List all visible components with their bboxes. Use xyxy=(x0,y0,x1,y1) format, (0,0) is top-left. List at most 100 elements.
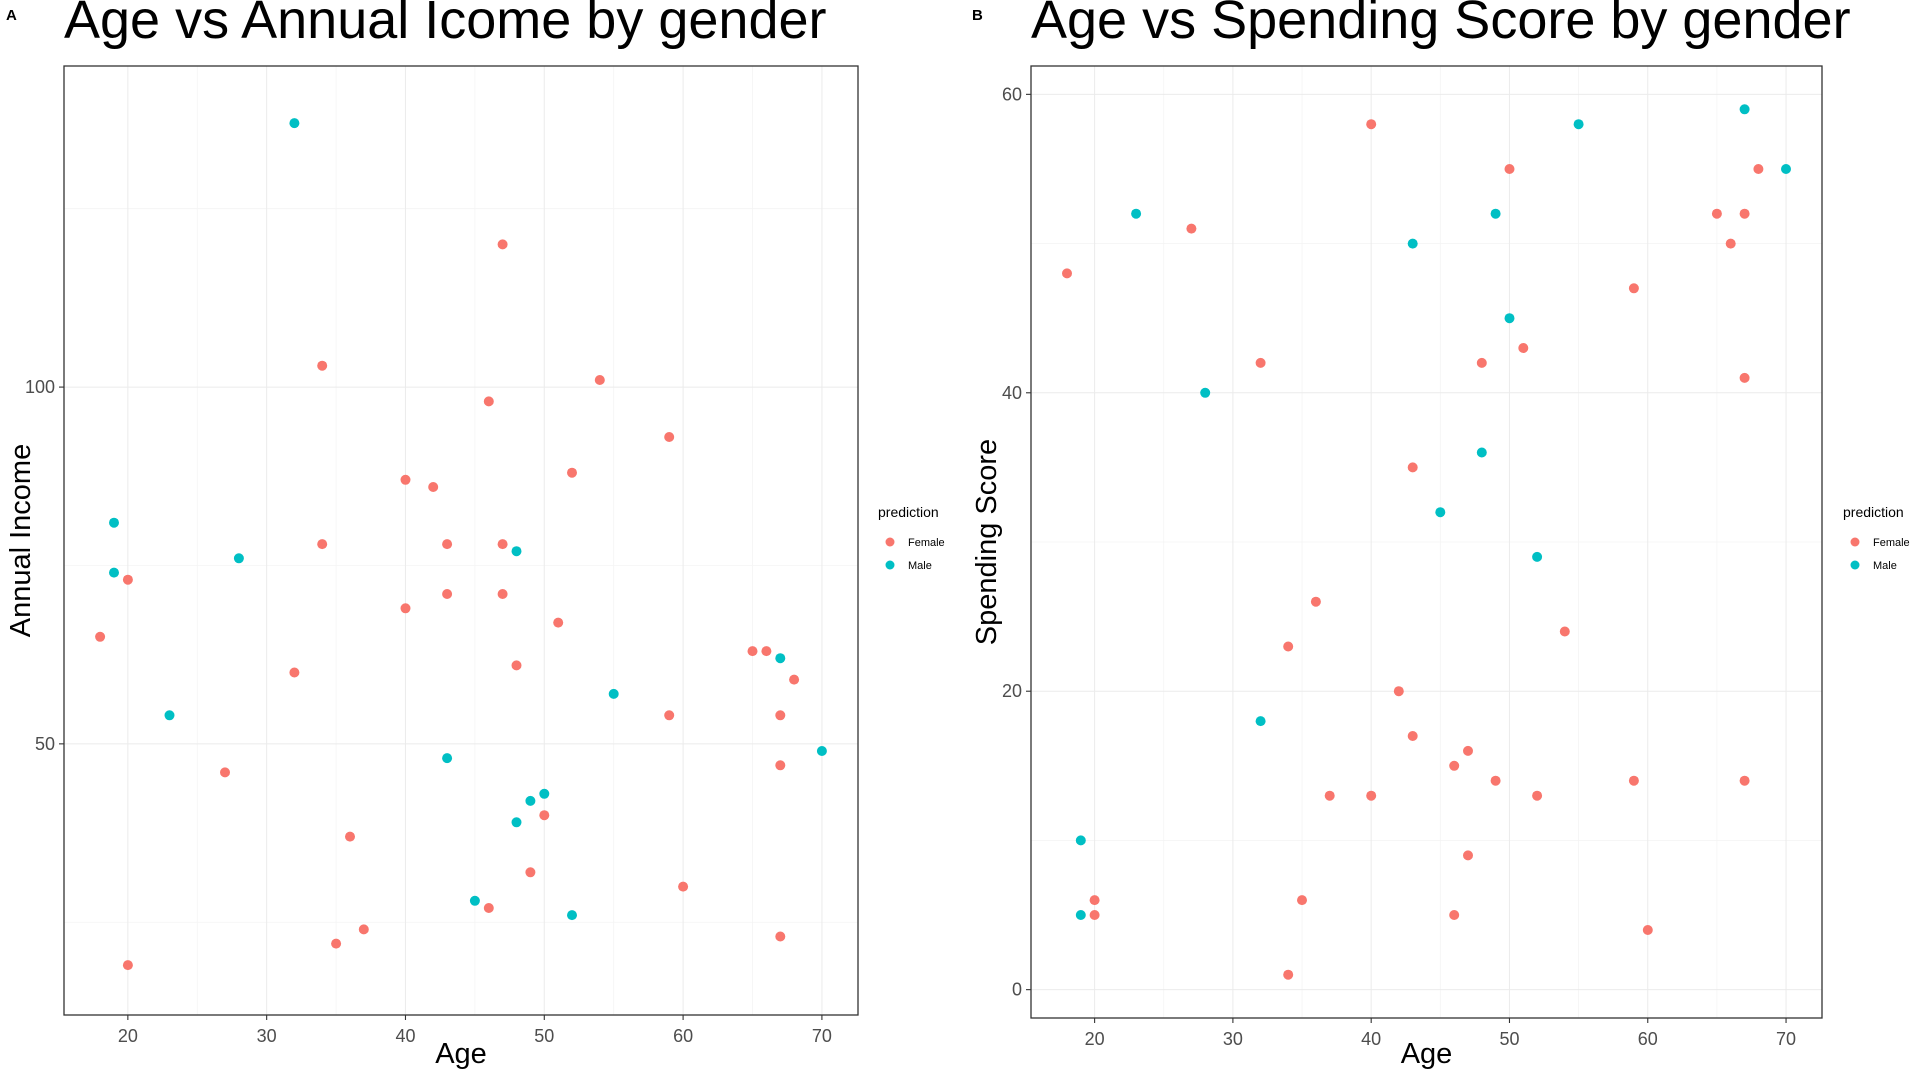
data-point-female xyxy=(1297,895,1307,906)
data-point-female xyxy=(497,239,508,250)
data-point-female xyxy=(1490,775,1501,786)
data-point-female xyxy=(1463,745,1473,756)
data-point-female xyxy=(483,903,494,913)
data-point-female xyxy=(1283,969,1294,980)
data-point-female xyxy=(789,674,800,685)
x-axis-title: Age xyxy=(435,1038,487,1070)
data-point-female xyxy=(1753,164,1764,174)
data-point-male xyxy=(1490,208,1501,219)
data-point-female xyxy=(1559,626,1570,637)
data-point-male xyxy=(511,817,522,828)
data-point-female xyxy=(1628,283,1639,294)
data-point-female xyxy=(1642,925,1653,935)
data-point-female xyxy=(483,396,494,407)
legend-label-female: Female xyxy=(908,537,945,549)
data-point-male xyxy=(1075,910,1086,920)
x-tick-label: 40 xyxy=(395,1026,415,1046)
data-point-female xyxy=(400,474,411,485)
legend-key-female xyxy=(1850,537,1860,547)
data-point-female xyxy=(511,660,522,671)
data-point-female xyxy=(497,589,508,599)
data-point-female xyxy=(317,360,328,371)
panel-tag: B xyxy=(972,7,983,24)
data-point-female xyxy=(497,539,508,550)
data-point-male xyxy=(511,546,522,557)
data-point-female xyxy=(1089,910,1100,920)
data-point-female xyxy=(594,375,605,385)
data-point-male xyxy=(469,895,480,906)
data-point-female xyxy=(664,432,675,442)
y-tick-label: 40 xyxy=(1002,383,1022,403)
data-point-female xyxy=(1062,268,1072,279)
grid-lines xyxy=(1031,66,1822,1018)
data-point-male xyxy=(1739,104,1750,115)
y-axis-title: Annual Income xyxy=(5,444,37,637)
data-point-male xyxy=(164,710,175,721)
data-point-female xyxy=(1739,775,1750,786)
x-tick-label: 50 xyxy=(1499,1029,1519,1049)
data-point-female xyxy=(1393,686,1404,697)
y-tick-label: 60 xyxy=(1002,84,1022,104)
data-point-female xyxy=(1476,357,1487,368)
data-point-female xyxy=(1407,462,1418,473)
data-point-male xyxy=(1075,835,1086,846)
data-point-male xyxy=(1781,164,1791,174)
data-point-male xyxy=(109,567,119,578)
data-point-female xyxy=(1186,223,1197,234)
data-point-female xyxy=(775,760,786,771)
data-point-male xyxy=(289,118,300,129)
x-axis-title: Age xyxy=(1401,1038,1453,1070)
panel-tag: A xyxy=(6,7,17,24)
plot-border xyxy=(63,65,859,1016)
data-point-female xyxy=(122,574,133,585)
x-tick-label: 70 xyxy=(812,1026,832,1046)
data-point-female xyxy=(1711,208,1722,219)
data-point-female xyxy=(678,881,689,892)
data-point-female xyxy=(442,539,453,550)
data-point-female xyxy=(567,467,577,478)
x-tick-label: 20 xyxy=(118,1026,138,1046)
data-point-female xyxy=(1739,372,1750,383)
data-point-male xyxy=(1255,716,1266,727)
data-point-female xyxy=(1366,790,1377,801)
data-point-female xyxy=(1283,641,1294,652)
data-point-male xyxy=(539,788,550,799)
data-point-female xyxy=(220,767,230,778)
data-point-female xyxy=(1407,731,1418,741)
data-point-male xyxy=(775,653,786,664)
data-point-female xyxy=(1310,596,1321,607)
x-tick-label: 70 xyxy=(1776,1029,1796,1049)
x-tick-label: 40 xyxy=(1361,1029,1381,1049)
y-tick-label: 0 xyxy=(1012,980,1022,1000)
data-point-female xyxy=(1449,760,1460,771)
legend-label-female: Female xyxy=(1873,537,1910,549)
data-point-female xyxy=(525,867,536,878)
data-point-female xyxy=(1089,895,1100,906)
data-point-female xyxy=(1463,850,1473,861)
data-point-male xyxy=(1573,119,1584,130)
legend-title: prediction xyxy=(1843,504,1904,520)
data-point-female xyxy=(1504,164,1515,174)
plot-border xyxy=(1030,65,1823,1019)
x-tick-label: 30 xyxy=(1223,1029,1243,1049)
data-point-male xyxy=(109,517,119,528)
data-point-female xyxy=(317,539,328,550)
data-point-female xyxy=(1324,790,1335,801)
x-tick-label: 50 xyxy=(534,1026,554,1046)
legend-key-male xyxy=(885,560,895,570)
data-point-male xyxy=(1532,551,1543,562)
data-point-male xyxy=(1476,447,1487,458)
data-points xyxy=(95,118,827,971)
chart-panel-b: B Age vs Spending Score by gender 20 30 40 50… xyxy=(971,0,1910,1070)
x-tick-label: 60 xyxy=(673,1026,693,1046)
data-point-female xyxy=(1628,775,1639,786)
data-point-female xyxy=(761,646,772,657)
y-tick-label: 50 xyxy=(35,734,55,754)
data-point-female xyxy=(1255,357,1266,368)
data-point-female xyxy=(1449,910,1460,920)
data-point-female xyxy=(331,938,342,949)
x-tick-label: 30 xyxy=(257,1026,277,1046)
data-point-male xyxy=(1407,238,1418,249)
data-point-male xyxy=(442,753,453,764)
